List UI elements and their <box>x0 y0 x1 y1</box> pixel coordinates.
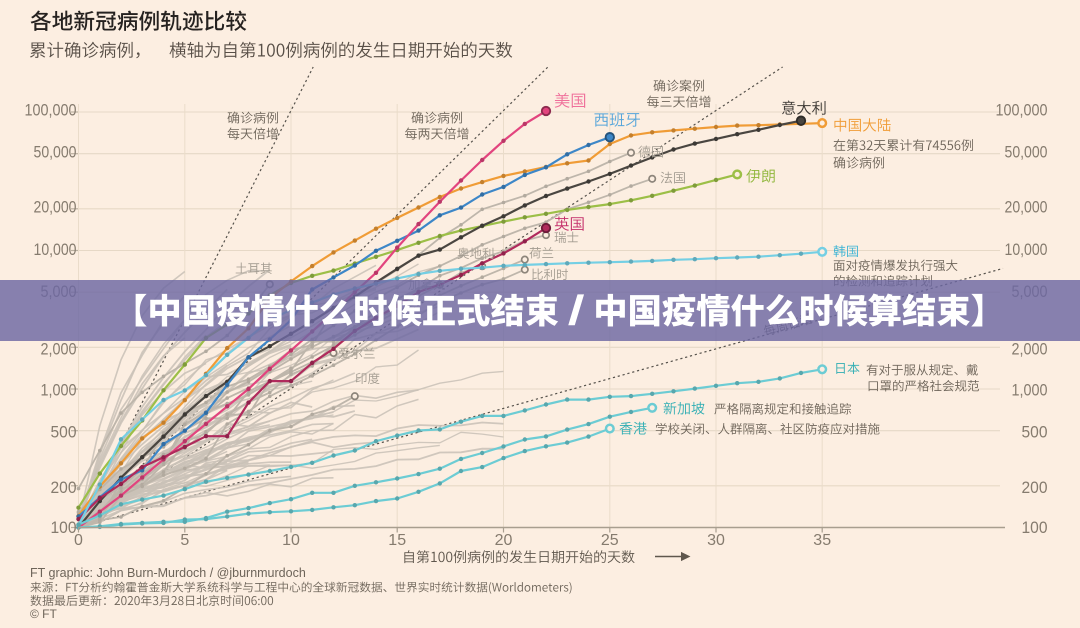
svg-text:0: 0 <box>74 532 83 549</box>
svg-text:200: 200 <box>1022 478 1048 497</box>
svg-text:20,000: 20,000 <box>34 198 77 217</box>
svg-text:2,000: 2,000 <box>1012 339 1048 358</box>
svg-text:500: 500 <box>1022 423 1048 442</box>
svg-text:5: 5 <box>180 532 189 549</box>
svg-text:35: 35 <box>813 532 831 549</box>
svg-text:FT graphic: John Burn-Murdoch: FT graphic: John Burn-Murdoch / @jburnmu… <box>30 566 306 580</box>
svg-text:200: 200 <box>51 478 77 497</box>
svg-text:50,000: 50,000 <box>34 142 77 161</box>
svg-text:1,000: 1,000 <box>41 381 77 400</box>
svg-text:500: 500 <box>51 423 77 442</box>
svg-text:100: 100 <box>1022 518 1048 537</box>
svg-text:50,000: 50,000 <box>1005 142 1048 161</box>
svg-text:25: 25 <box>601 532 619 549</box>
svg-text:30: 30 <box>707 532 725 549</box>
svg-text:© FT: © FT <box>30 607 58 621</box>
svg-text:100,000: 100,000 <box>996 100 1048 119</box>
svg-text:100: 100 <box>51 518 77 537</box>
svg-text:15: 15 <box>388 532 406 549</box>
svg-text:10: 10 <box>282 532 300 549</box>
svg-text:10,000: 10,000 <box>1005 240 1048 259</box>
svg-text:2,000: 2,000 <box>41 339 77 358</box>
svg-text:20: 20 <box>495 532 513 549</box>
svg-text:10,000: 10,000 <box>34 240 77 259</box>
svg-text:1,000: 1,000 <box>1012 381 1048 400</box>
svg-text:100,000: 100,000 <box>25 100 77 119</box>
svg-text:20,000: 20,000 <box>1005 198 1048 217</box>
